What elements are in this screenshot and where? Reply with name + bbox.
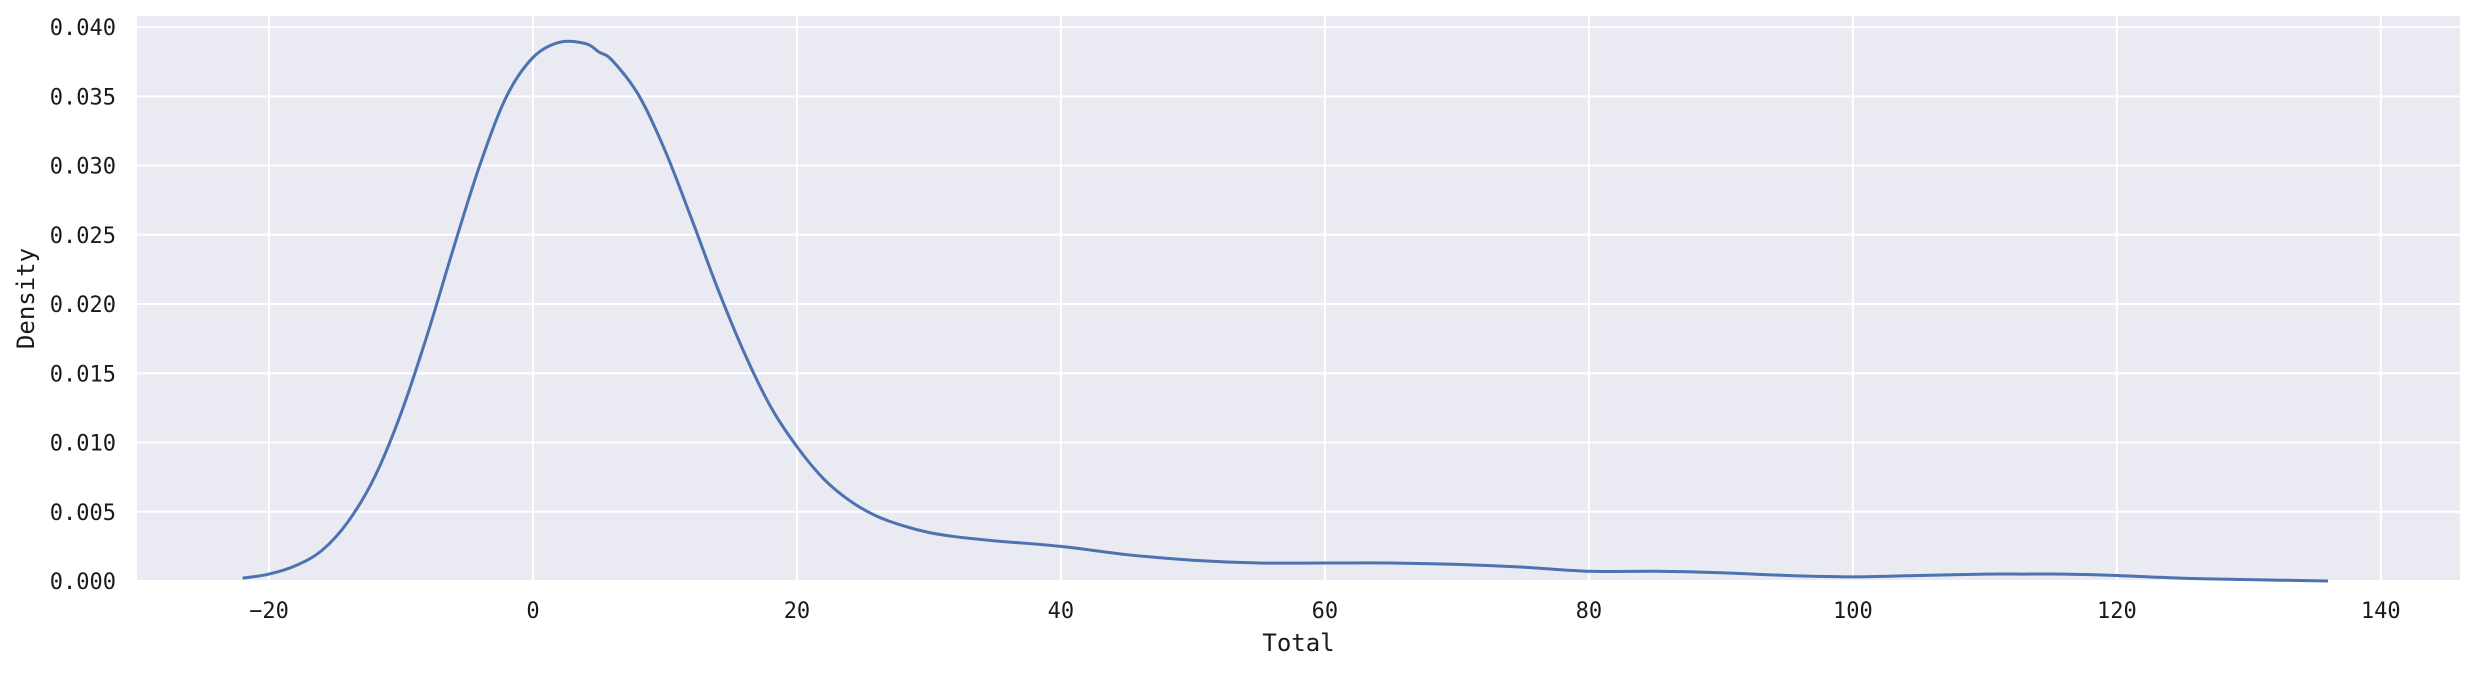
y-tick-label: 0.000 [50, 570, 116, 595]
x-tick-label: 100 [1833, 599, 1873, 624]
x-tick-label: 80 [1576, 599, 1603, 624]
x-tick-label: −20 [249, 599, 289, 624]
x-tick-label: 120 [2097, 599, 2137, 624]
x-tick-label: 140 [2361, 599, 2401, 624]
tick-labels: −20 0 20 40 60 80 100 120 140 0.000 0.005 0.010 0.01… [50, 16, 2401, 624]
x-tick-label: 40 [1048, 599, 1075, 624]
y-tick-label: 0.025 [50, 224, 116, 249]
plot-background [137, 16, 2460, 581]
series-layer [242, 39, 2329, 583]
y-tick-label: 0.035 [50, 85, 116, 110]
kde-density-line [242, 39, 2329, 583]
y-tick-label: 0.020 [50, 293, 116, 318]
x-axis-label: Total [1262, 629, 1334, 657]
y-tick-label: 0.015 [50, 362, 116, 387]
y-tick-label: 0.005 [50, 501, 116, 526]
y-tick-label: 0.010 [50, 432, 116, 457]
x-tick-label: 60 [1312, 599, 1339, 624]
y-tick-label: 0.030 [50, 155, 116, 180]
x-tick-label: 20 [784, 599, 811, 624]
grid-lines [137, 16, 2460, 582]
y-axis-label: Density [12, 248, 40, 349]
x-tick-label: 0 [526, 599, 539, 624]
y-tick-label: 0.040 [50, 16, 116, 41]
